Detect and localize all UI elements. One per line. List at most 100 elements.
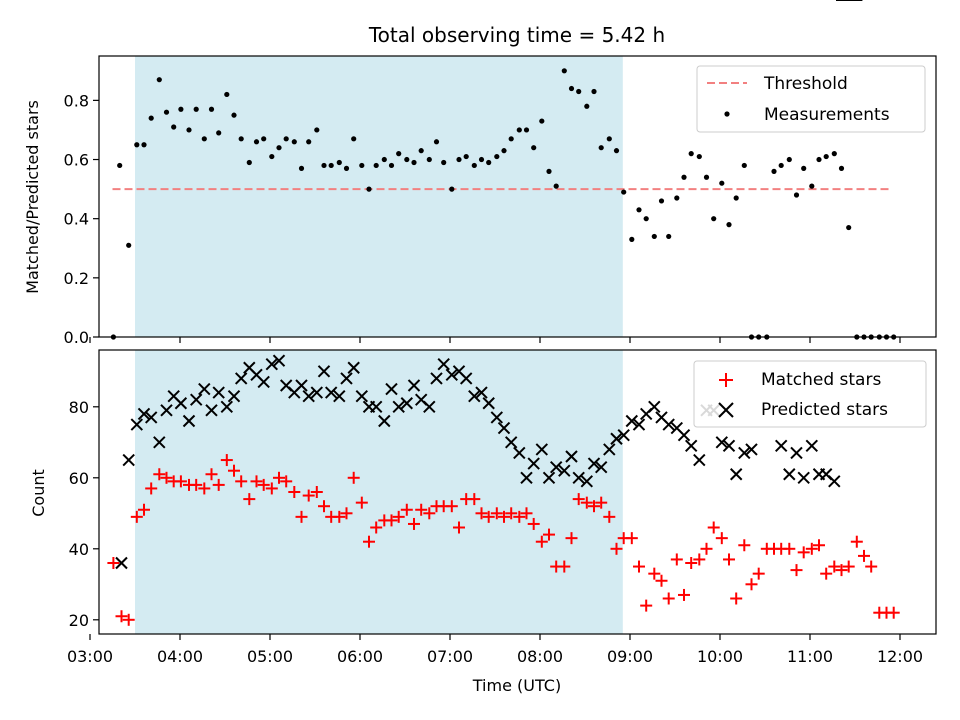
measurement-point <box>396 151 402 157</box>
measurement-point <box>711 216 717 222</box>
matched-star-point <box>625 532 638 545</box>
measurement-point <box>208 106 215 112</box>
measurement-point <box>688 151 694 157</box>
predicted-star-point <box>115 556 128 570</box>
predicted-star-point <box>385 382 398 396</box>
matched-star-point <box>535 535 548 548</box>
predicted-star-point <box>715 436 729 449</box>
matched-star-point <box>174 475 187 488</box>
measurement-point <box>426 156 432 163</box>
measurement-point <box>696 153 702 160</box>
predicted-star-point <box>722 439 736 453</box>
matched-star-point <box>370 521 383 534</box>
predicted-star-point <box>527 457 540 470</box>
predicted-star-point <box>369 400 383 414</box>
measurement-point <box>134 142 140 148</box>
predicted-star-point <box>662 418 675 431</box>
measurement-point <box>411 159 417 166</box>
predicted-star-point <box>355 389 369 403</box>
predicted-star-point <box>340 372 353 385</box>
matched-star-point <box>648 567 661 580</box>
matched-star-point <box>107 557 120 569</box>
matched-star-point <box>318 500 330 513</box>
bottom-legend-box <box>693 360 927 428</box>
predicted-star-point <box>729 468 743 481</box>
legend-measurements-swatch <box>724 111 730 117</box>
matched-star-point <box>797 546 810 559</box>
measurement-point <box>373 162 379 169</box>
matched-star-point <box>115 610 128 623</box>
matched-star-point <box>745 578 758 591</box>
measurement-point <box>501 148 507 154</box>
matched-star-point <box>288 486 301 498</box>
measurement-point <box>328 162 334 169</box>
chart-title: Total observing time = 5.42 h <box>368 23 665 47</box>
predicted-star-point <box>459 372 473 385</box>
measurement-point <box>381 156 387 163</box>
top-y-tick-label: 0.8 <box>64 91 89 110</box>
predicted-star-point <box>790 446 803 460</box>
matched-star-point <box>408 517 420 530</box>
predicted-star-point <box>587 457 601 470</box>
measurement-point <box>778 162 784 169</box>
matched-star-point <box>280 475 293 488</box>
matched-star-point <box>655 574 668 587</box>
measurement-point <box>126 242 132 248</box>
predicted-star-point <box>160 404 173 417</box>
predicted-star-point <box>805 439 819 453</box>
predicted-star-point <box>144 411 158 424</box>
matched-star-point <box>363 535 375 548</box>
matched-star-point <box>257 478 270 491</box>
matched-star-point <box>385 514 398 527</box>
top-y-tick-label: 0.0 <box>64 328 89 347</box>
predicted-star-point <box>745 443 758 456</box>
measurement-point <box>584 103 590 109</box>
matched-star-point <box>693 553 706 566</box>
measurement-point <box>553 183 559 189</box>
measurement-point <box>314 127 320 133</box>
predicted-star-point <box>617 428 630 442</box>
predicted-star-point <box>497 421 511 435</box>
measurement-point <box>613 148 620 154</box>
measurement-point <box>539 118 545 124</box>
predicted-star-point <box>797 471 810 485</box>
predicted-star-point <box>828 475 841 488</box>
matched-star-point <box>145 482 158 495</box>
predicted-star-point <box>302 389 315 403</box>
matched-star-point <box>475 507 488 520</box>
measurement-point <box>193 106 199 112</box>
measurement-point <box>269 153 275 160</box>
predicted-star-point <box>430 372 443 385</box>
measurement-point <box>846 224 852 231</box>
predicted-star-point <box>212 386 225 399</box>
predicted-star-point <box>137 407 151 421</box>
matched-star-point <box>333 510 346 523</box>
matched-star-point <box>220 454 233 467</box>
legend-measurements-label: Measurements <box>764 105 890 125</box>
bottom-y-tick-label: 40 <box>69 540 89 559</box>
measurement-point <box>838 165 845 171</box>
x-tick-label: 08:00 <box>517 647 563 666</box>
matched-star-point <box>122 613 135 626</box>
measurement-point <box>471 162 477 169</box>
matched-star-point <box>558 560 571 573</box>
predicted-star-point <box>520 471 533 485</box>
matched-star-point <box>662 592 675 605</box>
measurement-point <box>546 168 552 174</box>
bottom-plot-frame <box>98 349 937 635</box>
matched-star-point <box>610 542 623 555</box>
x-tick-label: 05:00 <box>247 647 293 666</box>
matched-star-point <box>783 542 796 555</box>
matched-star-point <box>580 496 593 509</box>
measurement-point <box>793 192 800 198</box>
measurement-point <box>726 222 732 228</box>
measurement-point <box>809 183 815 189</box>
matched-star-point <box>813 539 825 552</box>
measurement-point <box>178 106 184 112</box>
measurement-point <box>359 162 365 169</box>
x-tick-label: 11:00 <box>787 647 833 666</box>
predicted-star-point <box>392 400 405 414</box>
matched-star-point <box>160 471 173 484</box>
predicted-stars-points <box>115 0 863 570</box>
measurement-point <box>831 151 837 157</box>
